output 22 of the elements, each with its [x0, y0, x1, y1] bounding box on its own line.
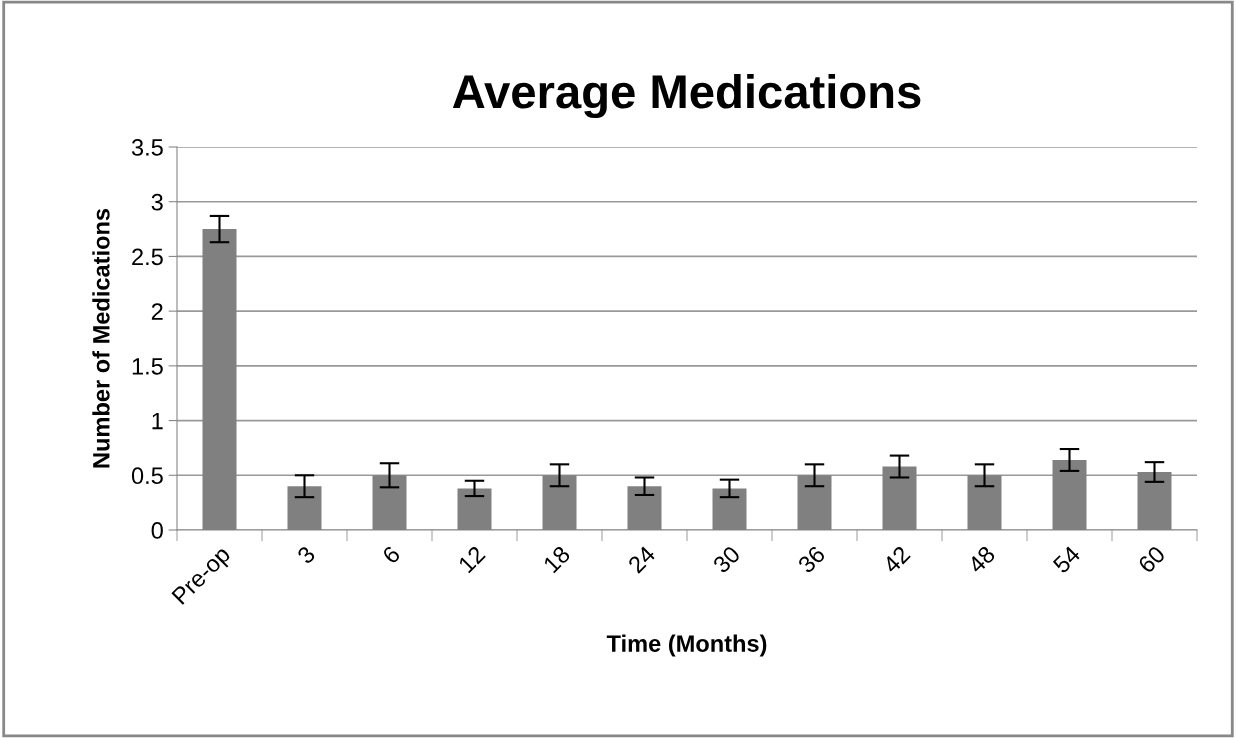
x-tick-label: 30	[712, 544, 742, 575]
x-tick-label: 60	[1137, 544, 1167, 574]
x-tick-label: 36	[797, 545, 827, 575]
x-tick-label: 48	[966, 545, 997, 575]
chart-title: Average Medications	[452, 73, 921, 119]
y-tick-label: 3	[151, 193, 163, 211]
y-tick-label: 1.5	[132, 358, 163, 375]
x-tick-label: 18	[542, 545, 572, 574]
x-tick-label: 6	[381, 545, 402, 565]
y-tick-label: 2.5	[132, 248, 163, 266]
x-axis-title: Time (Months)	[606, 634, 767, 657]
x-tick-label: 24	[627, 544, 657, 574]
x-tick-label: 42	[881, 545, 911, 575]
y-tick-label: 2	[151, 303, 163, 320]
y-tick-label: 1	[152, 412, 163, 430]
y-tick-label: 0.5	[131, 467, 163, 485]
y-axis-title: Number of Medications	[92, 208, 110, 468]
x-tick-label: 54	[1052, 544, 1082, 575]
y-tick-label: 3.5	[131, 139, 163, 156]
y-tick-label: 0	[151, 522, 163, 539]
x-tick-label: 12	[457, 545, 486, 574]
x-tick-label: 3	[296, 545, 317, 565]
